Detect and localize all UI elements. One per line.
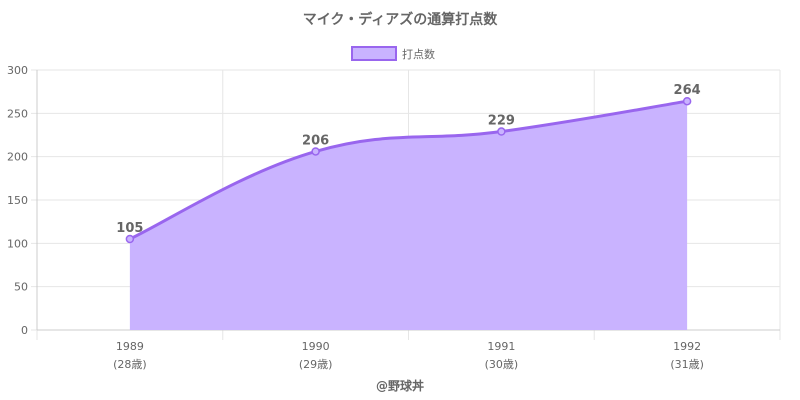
legend-swatch — [351, 46, 397, 61]
y-tick-label: 150 — [7, 194, 28, 207]
data-label: 206 — [302, 133, 329, 148]
x-tick-sublabel: (28歳) — [113, 358, 147, 371]
data-point — [125, 234, 135, 244]
chart-title: マイク・ディアズの通算打点数 — [303, 11, 498, 28]
x-tick-label: 1990 — [302, 340, 330, 353]
x-tick-sublabel: (31歳) — [670, 358, 704, 371]
data-point — [311, 147, 320, 156]
legend[interactable]: 打点数 — [351, 46, 435, 61]
data-labels: 105 206 229 264 — [116, 83, 700, 236]
x-tick-label: 1992 — [673, 340, 701, 353]
series-area — [129, 101, 688, 330]
x-axis-ticks: 1989 (28歳) 1990 (29歳) 1991 (30歳) 1992 (31歳) — [113, 340, 704, 371]
legend-label: 打点数 — [402, 47, 435, 61]
y-tick-label: 50 — [14, 281, 28, 294]
data-label: 229 — [488, 114, 515, 129]
data-label: 105 — [116, 221, 143, 236]
series-line — [129, 99, 688, 241]
y-tick-label: 100 — [7, 237, 28, 250]
x-tick-label: 1991 — [487, 340, 515, 353]
y-tick-label: 200 — [7, 151, 28, 164]
data-label: 264 — [674, 83, 701, 98]
data-point — [497, 127, 506, 136]
x-tick-sublabel: (29歳) — [299, 358, 333, 371]
data-point — [682, 96, 692, 106]
y-tick-label: 250 — [7, 107, 28, 120]
series-layer — [129, 99, 688, 330]
y-tick-label: 0 — [21, 324, 28, 337]
y-tick-label: 300 — [7, 64, 28, 77]
x-tick-sublabel: (30歳) — [485, 358, 519, 371]
x-tick-label: 1989 — [116, 340, 144, 353]
y-axis-ticks: 0 50 100 150 200 250 300 — [7, 64, 28, 337]
points-layer — [125, 96, 692, 244]
credit-text: @野球丼 — [376, 378, 424, 393]
